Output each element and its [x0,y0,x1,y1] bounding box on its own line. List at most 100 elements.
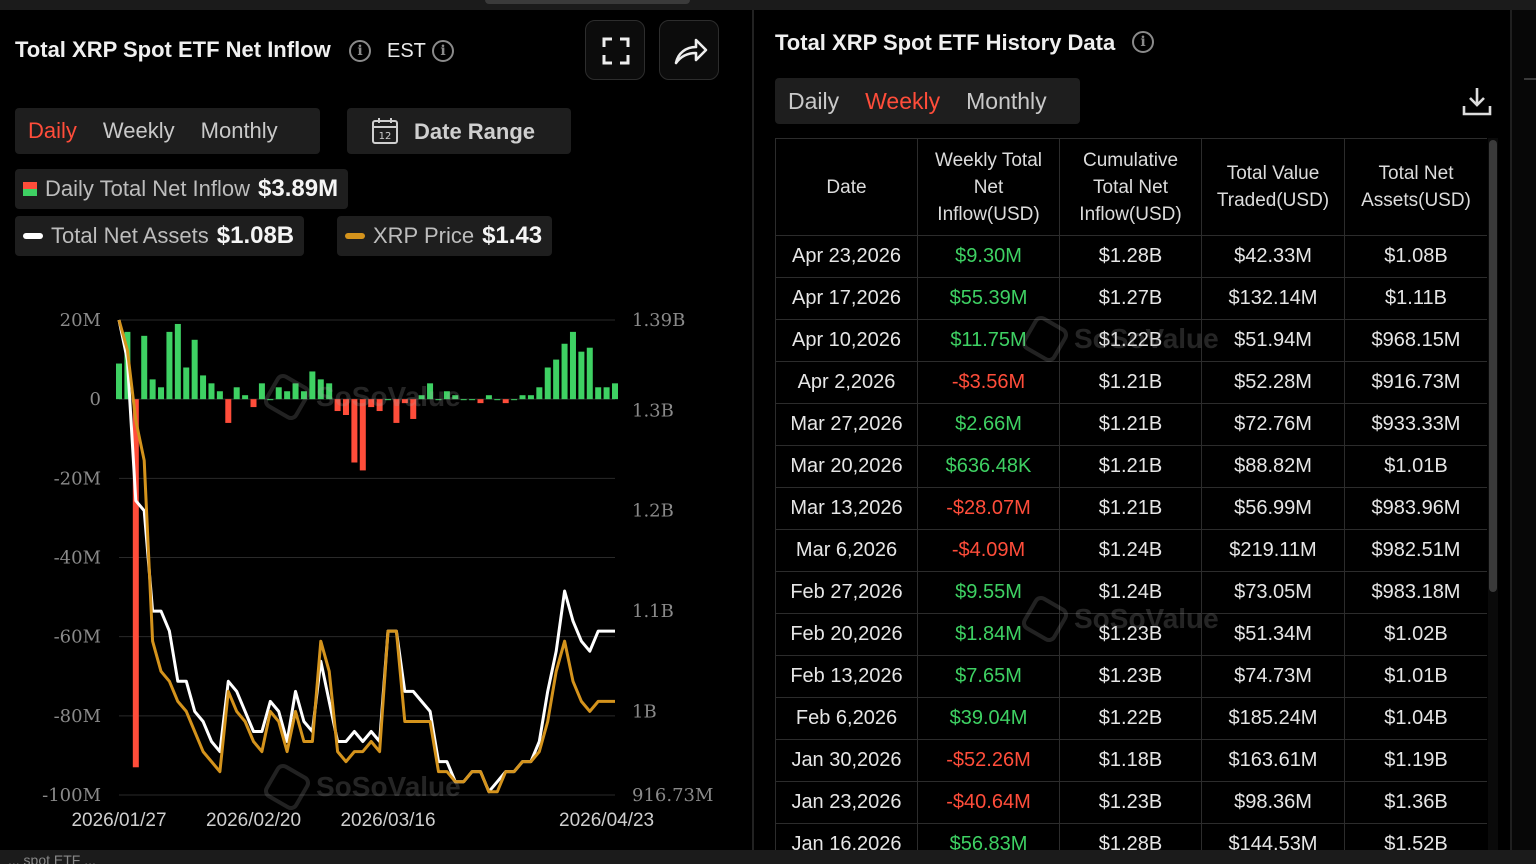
table-row[interactable]: Jan 23,2026 -$40.64M $1.23B $98.36M $1.36B [775,781,1487,824]
inflow-bar [393,399,400,423]
table-row[interactable]: Jan 30,2026 -$52.26M $1.18B $163.61M $1.19B [775,739,1487,782]
share-button[interactable] [659,20,719,80]
net-inflow-chart[interactable]: 20M 0 -20M -40M -60M -80M -100M 1.39B 1.3B 1.2B 1.… [0,290,752,850]
inflow-bar [351,399,358,463]
table-cell: $1.19B [1344,739,1487,782]
assets-label: Total Net Assets [51,223,209,248]
y-left-tick-label: -60M [54,627,101,648]
inflow-label: Daily Total Net Inflow [45,176,251,201]
table-cell: Jan 23,2026 [775,781,918,824]
inflow-bar [544,367,551,400]
inflow-bar [368,399,375,408]
table-row[interactable]: Mar 27,2026 $2.66M $1.21B $72.76M $933.33M [775,403,1487,446]
inflow-bar [410,399,417,419]
inflow-bar [342,399,349,415]
inflow-bar [494,399,501,401]
inflow-bar [553,359,560,400]
table-row[interactable]: Jan 16,2026 $56.83M $1.28B $144.53M $1.52B [775,823,1487,850]
history-info-icon[interactable]: i [1132,31,1154,53]
y-left-tick-label: 0 [90,389,101,410]
top-strip [0,0,1536,10]
table-cell: $1.11B [1344,277,1487,320]
y-left-tick-label: 20M [60,310,101,331]
table-row[interactable]: Apr 10,2026 $11.75M $1.22B $51.94M $968.15M [775,319,1487,362]
inflow-bar [267,399,274,401]
inflow-bar [418,395,425,400]
inflow-bar [460,399,467,401]
inflow-bar [284,391,291,400]
inflow-bar [595,387,602,400]
table-cell: Feb 6,2026 [775,697,918,740]
table-row[interactable]: Feb 6,2026 $39.04M $1.22B $185.24M $1.04B [775,697,1487,740]
history-tab-weekly[interactable]: Weekly [865,87,941,114]
column-header: Total Value Traded(USD) [1201,138,1345,236]
table-cell: $9.30M [917,235,1060,278]
inflow-bar [116,363,122,400]
table-row[interactable]: Apr 2,2026 -$3.56M $1.21B $52.28M $916.73M [775,361,1487,404]
table-cell: $1.23B [1059,781,1202,824]
table-row[interactable]: Feb 27,2026 $9.55M $1.24B $73.05M $983.18M [775,571,1487,614]
table-cell: $39.04M [917,697,1060,740]
interval-tabs: Daily Weekly Monthly [15,108,320,154]
inflow-bar [376,399,383,412]
table-scrollbar-thumb[interactable] [1489,140,1497,592]
table-row[interactable]: Mar 6,2026 -$4.09M $1.24B $219.11M $982.51M [775,529,1487,572]
table-row[interactable]: Apr 23,2026 $9.30M $1.28B $42.33M $1.08B [775,235,1487,278]
legend-total-net-assets[interactable]: Total Net Assets $1.08B [15,216,305,256]
fullscreen-button[interactable] [585,20,645,80]
info-icon[interactable]: i [349,40,371,62]
table-cell: $968.15M [1344,319,1487,362]
inflow-bar [158,387,165,400]
table-row[interactable]: Apr 17,2026 $55.39M $1.27B $132.14M $1.11B [775,277,1487,320]
column-header: Cumulative Total Net Inflow(USD) [1059,138,1202,236]
table-cell: $51.34M [1201,613,1345,656]
table-row[interactable]: Feb 13,2026 $7.65M $1.23B $74.73M $1.01B [775,655,1487,698]
top-handle[interactable] [485,0,690,4]
inflow-bar [435,399,442,401]
tab-weekly[interactable]: Weekly [102,118,175,143]
table-row[interactable]: Mar 20,2026 $636.48K $1.21B $88.82M $1.01B [775,445,1487,488]
inflow-bar [141,335,148,400]
table-row[interactable]: Feb 20,2026 $1.84M $1.23B $51.34M $1.02B [775,613,1487,656]
table-cell: $1.24B [1059,571,1202,614]
inflow-bar [485,395,492,400]
legend-daily-inflow[interactable]: Daily Total Net Inflow $3.89M [15,169,349,209]
right-gutter [1512,10,1536,850]
table-cell: $163.61M [1201,739,1345,782]
date-range-button[interactable]: 12 Date Range [347,108,571,154]
table-cell: $9.55M [917,571,1060,614]
inflow-bar [477,399,484,404]
xrp-price-line [117,319,615,794]
table-cell: Feb 27,2026 [775,571,918,614]
inflow-bar [511,399,518,401]
inflow-bar [443,391,450,400]
table-cell: $1.28B [1059,235,1202,278]
bottom-bar-text: ... spot ETF ... [8,852,96,864]
table-cell: $1.22B [1059,697,1202,740]
table-cell: -$28.07M [917,487,1060,530]
history-table-container[interactable]: Date Weekly Total Net Inflow(USD) Cumulati… [775,138,1487,850]
table-cell: $1.22B [1059,319,1202,362]
timezone-info-icon[interactable]: i [432,40,454,62]
tab-monthly[interactable]: Monthly [200,118,278,143]
history-tab-daily[interactable]: Daily [788,87,840,114]
download-button[interactable] [1460,84,1494,118]
table-cell: $88.82M [1201,445,1345,488]
table-header-row: Date Weekly Total Net Inflow(USD) Cumulati… [775,138,1487,236]
share-icon [674,38,708,65]
table-cell: $1.24B [1059,529,1202,572]
y-right-tick-label: 1.2B [632,501,674,522]
table-cell: $42.33M [1201,235,1345,278]
legend-xrp-price[interactable]: XRP Price $1.43 [337,216,553,256]
table-row[interactable]: Mar 13,2026 -$28.07M $1.21B $56.99M $983.96M [775,487,1487,530]
tab-daily[interactable]: Daily [28,118,77,143]
inflow-bar [216,391,223,400]
table-cell: Jan 30,2026 [775,739,918,782]
table-cell: Apr 2,2026 [775,361,918,404]
fullscreen-icon [602,37,630,65]
table-cell: $982.51M [1344,529,1487,572]
history-tab-monthly[interactable]: Monthly [966,87,1047,114]
inflow-bar [250,399,257,408]
table-cell: -$52.26M [917,739,1060,782]
inflow-bar [258,383,265,400]
